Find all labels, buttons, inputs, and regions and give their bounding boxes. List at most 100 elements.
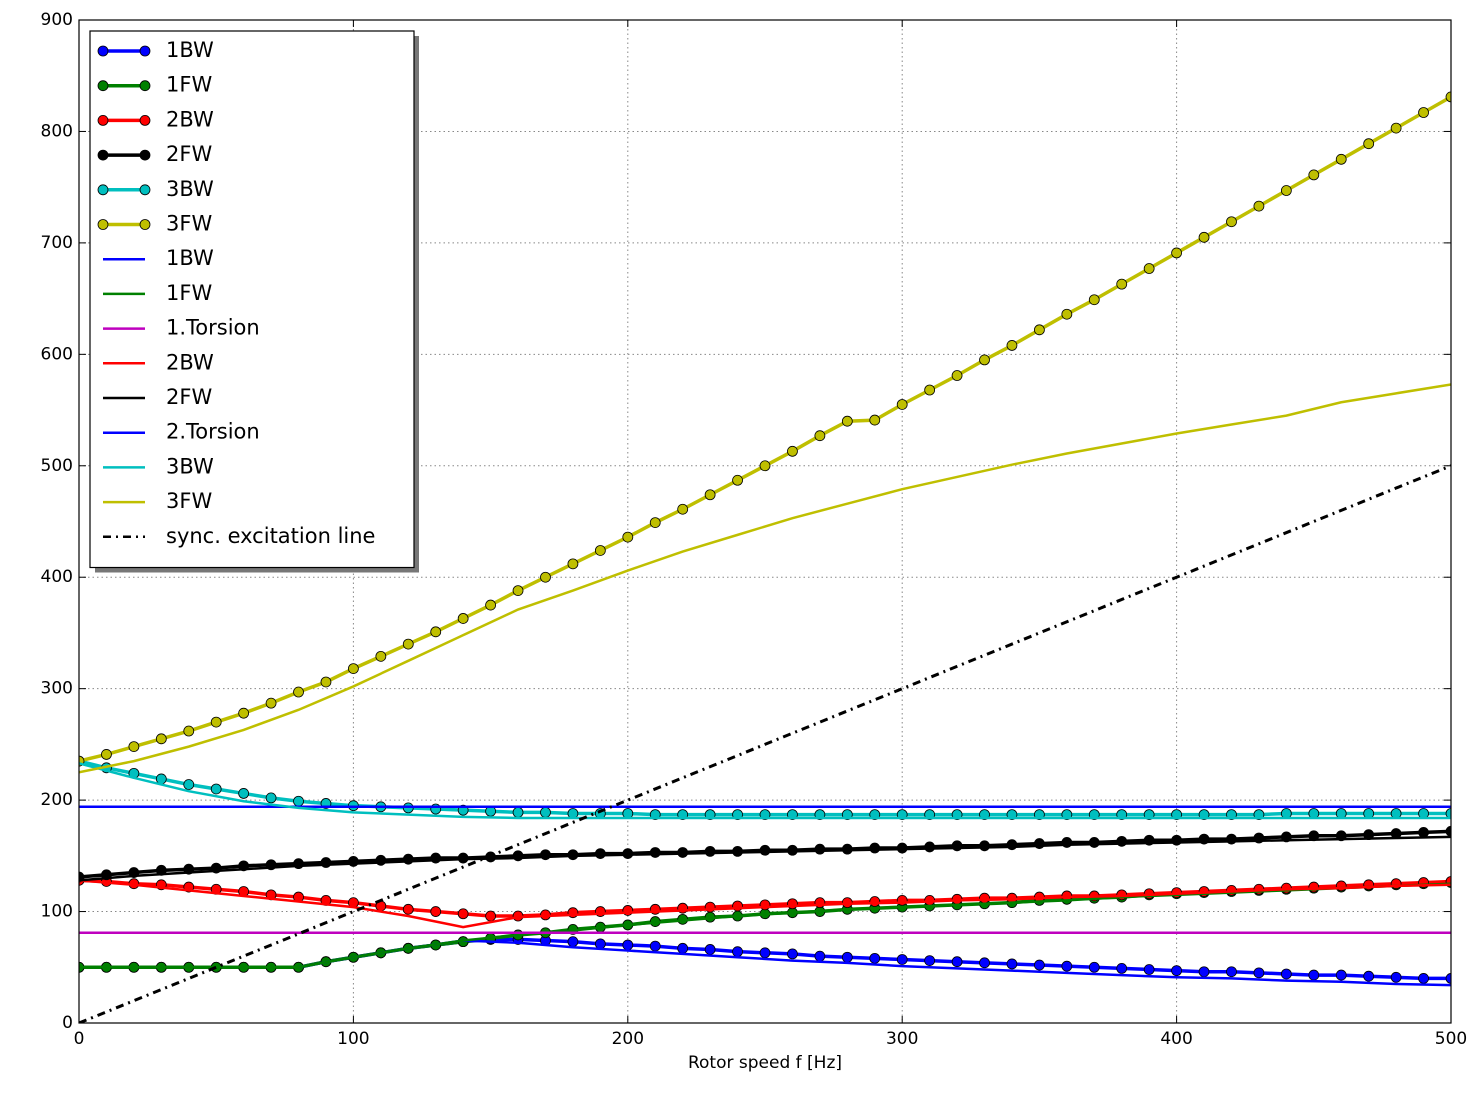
data-point [1363, 970, 1375, 982]
data-point [1034, 324, 1045, 336]
data-point [924, 384, 936, 396]
data-point [320, 676, 332, 688]
data-point [979, 840, 990, 852]
data-point [457, 613, 469, 624]
data-point [649, 847, 661, 858]
data-point [101, 749, 112, 760]
data-point [1418, 827, 1429, 838]
data-point [540, 806, 551, 818]
data-point [567, 558, 579, 570]
data-point [1171, 247, 1182, 259]
legend-box [89, 30, 415, 569]
legend-text: 1.Torsion [166, 316, 260, 340]
legend-marker [97, 45, 109, 57]
series-line [79, 879, 1451, 929]
x-tick-label: 500 [1435, 1029, 1467, 1049]
data-point [979, 892, 990, 904]
y-tick-label: 100 [41, 902, 73, 922]
data-point [896, 954, 908, 965]
data-point [924, 841, 936, 853]
data-point [1308, 169, 1320, 181]
legend-marker [139, 184, 151, 196]
data-point [457, 908, 469, 920]
data-point [814, 843, 826, 855]
data-point [622, 939, 634, 951]
data-point [512, 585, 524, 596]
data-point [265, 792, 277, 804]
data-point [1308, 969, 1320, 981]
data-point [594, 545, 606, 556]
legend-text: 3FW [166, 212, 212, 236]
data-point [347, 663, 359, 675]
data-point [1390, 122, 1402, 134]
data-point [210, 716, 222, 728]
series-line [79, 835, 1451, 882]
plot-frame [78, 19, 1452, 1024]
legend-marker [97, 149, 109, 161]
data-point [787, 948, 798, 960]
data-point [1445, 91, 1451, 103]
data-point [183, 779, 195, 790]
data-point [732, 474, 743, 486]
x-tick-label: 200 [612, 1029, 644, 1049]
series-line [79, 939, 1451, 987]
data-point [649, 940, 661, 952]
data-point [1034, 959, 1045, 971]
data-point [1088, 294, 1100, 306]
x-tick-label: 0 [74, 1029, 85, 1049]
data-point [1226, 966, 1237, 978]
legend-marker [139, 45, 151, 57]
data-point [979, 354, 990, 366]
data-point [402, 638, 414, 650]
data-point [1280, 968, 1292, 980]
data-point [1335, 969, 1347, 981]
data-point [594, 938, 606, 950]
legend-marker [139, 149, 151, 161]
data-point [924, 955, 936, 966]
data-point [485, 910, 497, 922]
legend-text: 1FW [166, 281, 212, 305]
data-point [210, 783, 222, 795]
data-point [704, 845, 716, 857]
data-point [759, 460, 771, 472]
data-point [841, 415, 853, 427]
data-point [677, 942, 689, 954]
data-point [1445, 973, 1451, 984]
data-point [869, 842, 881, 854]
data-point [567, 936, 579, 948]
data-point [402, 903, 414, 915]
data-point [1418, 973, 1429, 984]
y-tick-label: 600 [41, 344, 73, 364]
data-point [869, 952, 881, 964]
data-point [1088, 961, 1100, 973]
legend-text: 1BW [166, 38, 214, 62]
series [79, 755, 1451, 820]
data-point [622, 531, 634, 543]
data-point [1363, 138, 1375, 150]
data-point [951, 370, 963, 381]
data-point [375, 650, 387, 662]
series-line [79, 762, 1451, 820]
series-line [79, 383, 1451, 774]
data-point [1143, 964, 1155, 975]
data-point [1088, 837, 1100, 848]
data-point [430, 626, 442, 638]
data-point [649, 517, 661, 529]
data-point [1253, 967, 1265, 979]
data-point [430, 906, 442, 917]
data-point [704, 489, 716, 501]
x-tick-label: 400 [1160, 1029, 1192, 1049]
data-point [1253, 200, 1265, 212]
data-point [1116, 278, 1128, 290]
data-point [677, 503, 689, 515]
series [79, 762, 1451, 820]
data-point [841, 951, 853, 963]
series [79, 939, 1451, 987]
data-point [979, 957, 990, 969]
legend-text: 2BW [166, 107, 214, 131]
legend-marker [97, 80, 109, 92]
y-tick-label: 200 [41, 790, 73, 810]
y-tick-label: 300 [41, 679, 73, 699]
y-tick-label: 0 [62, 1013, 73, 1033]
series-line [79, 464, 1451, 1023]
